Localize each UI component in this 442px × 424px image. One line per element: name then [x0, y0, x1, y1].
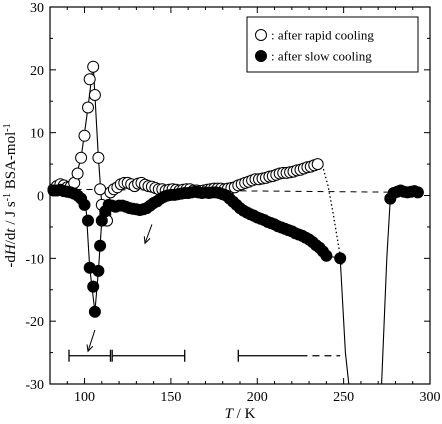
y-tick-label: 10 — [30, 127, 44, 142]
y-tick-label: -10 — [25, 252, 44, 267]
legend-marker-slow — [255, 50, 267, 62]
slow-cooling-curve-high-t — [381, 191, 418, 385]
y-tick-label: -20 — [25, 315, 44, 330]
arrow-head — [143, 236, 151, 245]
rapid-cooling-point — [87, 60, 100, 73]
slow-cooling-point — [82, 214, 94, 227]
y-tick-label: -30 — [25, 378, 44, 393]
x-axis-title: T / K — [225, 406, 256, 422]
arrow-head — [86, 344, 94, 353]
slow-cooling-point — [87, 280, 100, 293]
y-tick-label: 30 — [30, 1, 44, 16]
y-tick-label: 0 — [37, 190, 44, 205]
y-axis-title: -dH/dt / J s-1 BSA-mol-1 — [2, 123, 20, 267]
data-points — [47, 60, 424, 318]
legend: : after rapid cooling : after slow coolin… — [246, 16, 419, 73]
y-axis-title-part: t — [3, 228, 19, 233]
rapid-cooling-point — [71, 167, 84, 180]
x-axis-variable: T — [225, 406, 235, 422]
y-axis-title-part: /d — [3, 232, 19, 244]
temperature-ranges — [68, 349, 341, 362]
rapid-cooling-point — [92, 151, 105, 164]
y-axis-title-part: H — [3, 243, 19, 256]
x-tick-label: 250 — [333, 390, 354, 405]
y-axis-title-part: / J s — [3, 201, 19, 228]
x-tick-label: 200 — [247, 390, 268, 405]
slow-cooling-point — [88, 305, 101, 318]
rapid-cooling-point — [78, 129, 91, 142]
slow-cooling-point — [411, 186, 424, 199]
slow-cooling-point — [92, 264, 105, 277]
y-axis-title-part: -d — [3, 255, 19, 268]
y-axis-title-part: -1 — [2, 193, 13, 201]
annotation-arrows — [86, 224, 153, 353]
y-tick-label: 20 — [30, 64, 44, 79]
rapid-cooling-point — [82, 101, 94, 114]
x-tick-label: 100 — [74, 390, 95, 405]
rapid-cooling-point — [88, 89, 101, 101]
y-axis-title-part: -1 — [2, 123, 13, 131]
legend-label: : after rapid cooling — [271, 28, 374, 43]
legend-marker-rapid — [255, 29, 267, 41]
tick-labels: -30 -20 -10 0 10 20 30 100 150 200 250 300 — [25, 1, 440, 405]
slow-cooling-point — [320, 249, 333, 262]
slow-cooling-point — [94, 239, 107, 252]
rapid-cooling-point — [94, 183, 107, 196]
legend-label: : after slow cooling — [271, 49, 372, 64]
plot-area — [47, 6, 431, 385]
rapid-cooling-point — [75, 151, 88, 164]
rapid-cooling-point — [83, 73, 96, 86]
y-axis-title-part: BSA-mol — [3, 132, 19, 193]
slow-cooling-point — [334, 252, 347, 265]
legend-box — [246, 16, 419, 73]
x-tick-label: 300 — [420, 390, 441, 405]
slow-cooling-point — [78, 198, 91, 211]
rapid-cooling-point — [311, 158, 324, 171]
x-tick-label: 150 — [160, 390, 181, 405]
arrow-shaft — [144, 224, 153, 244]
x-axis-unit: / K — [233, 406, 256, 422]
arrow-shaft — [87, 329, 96, 352]
